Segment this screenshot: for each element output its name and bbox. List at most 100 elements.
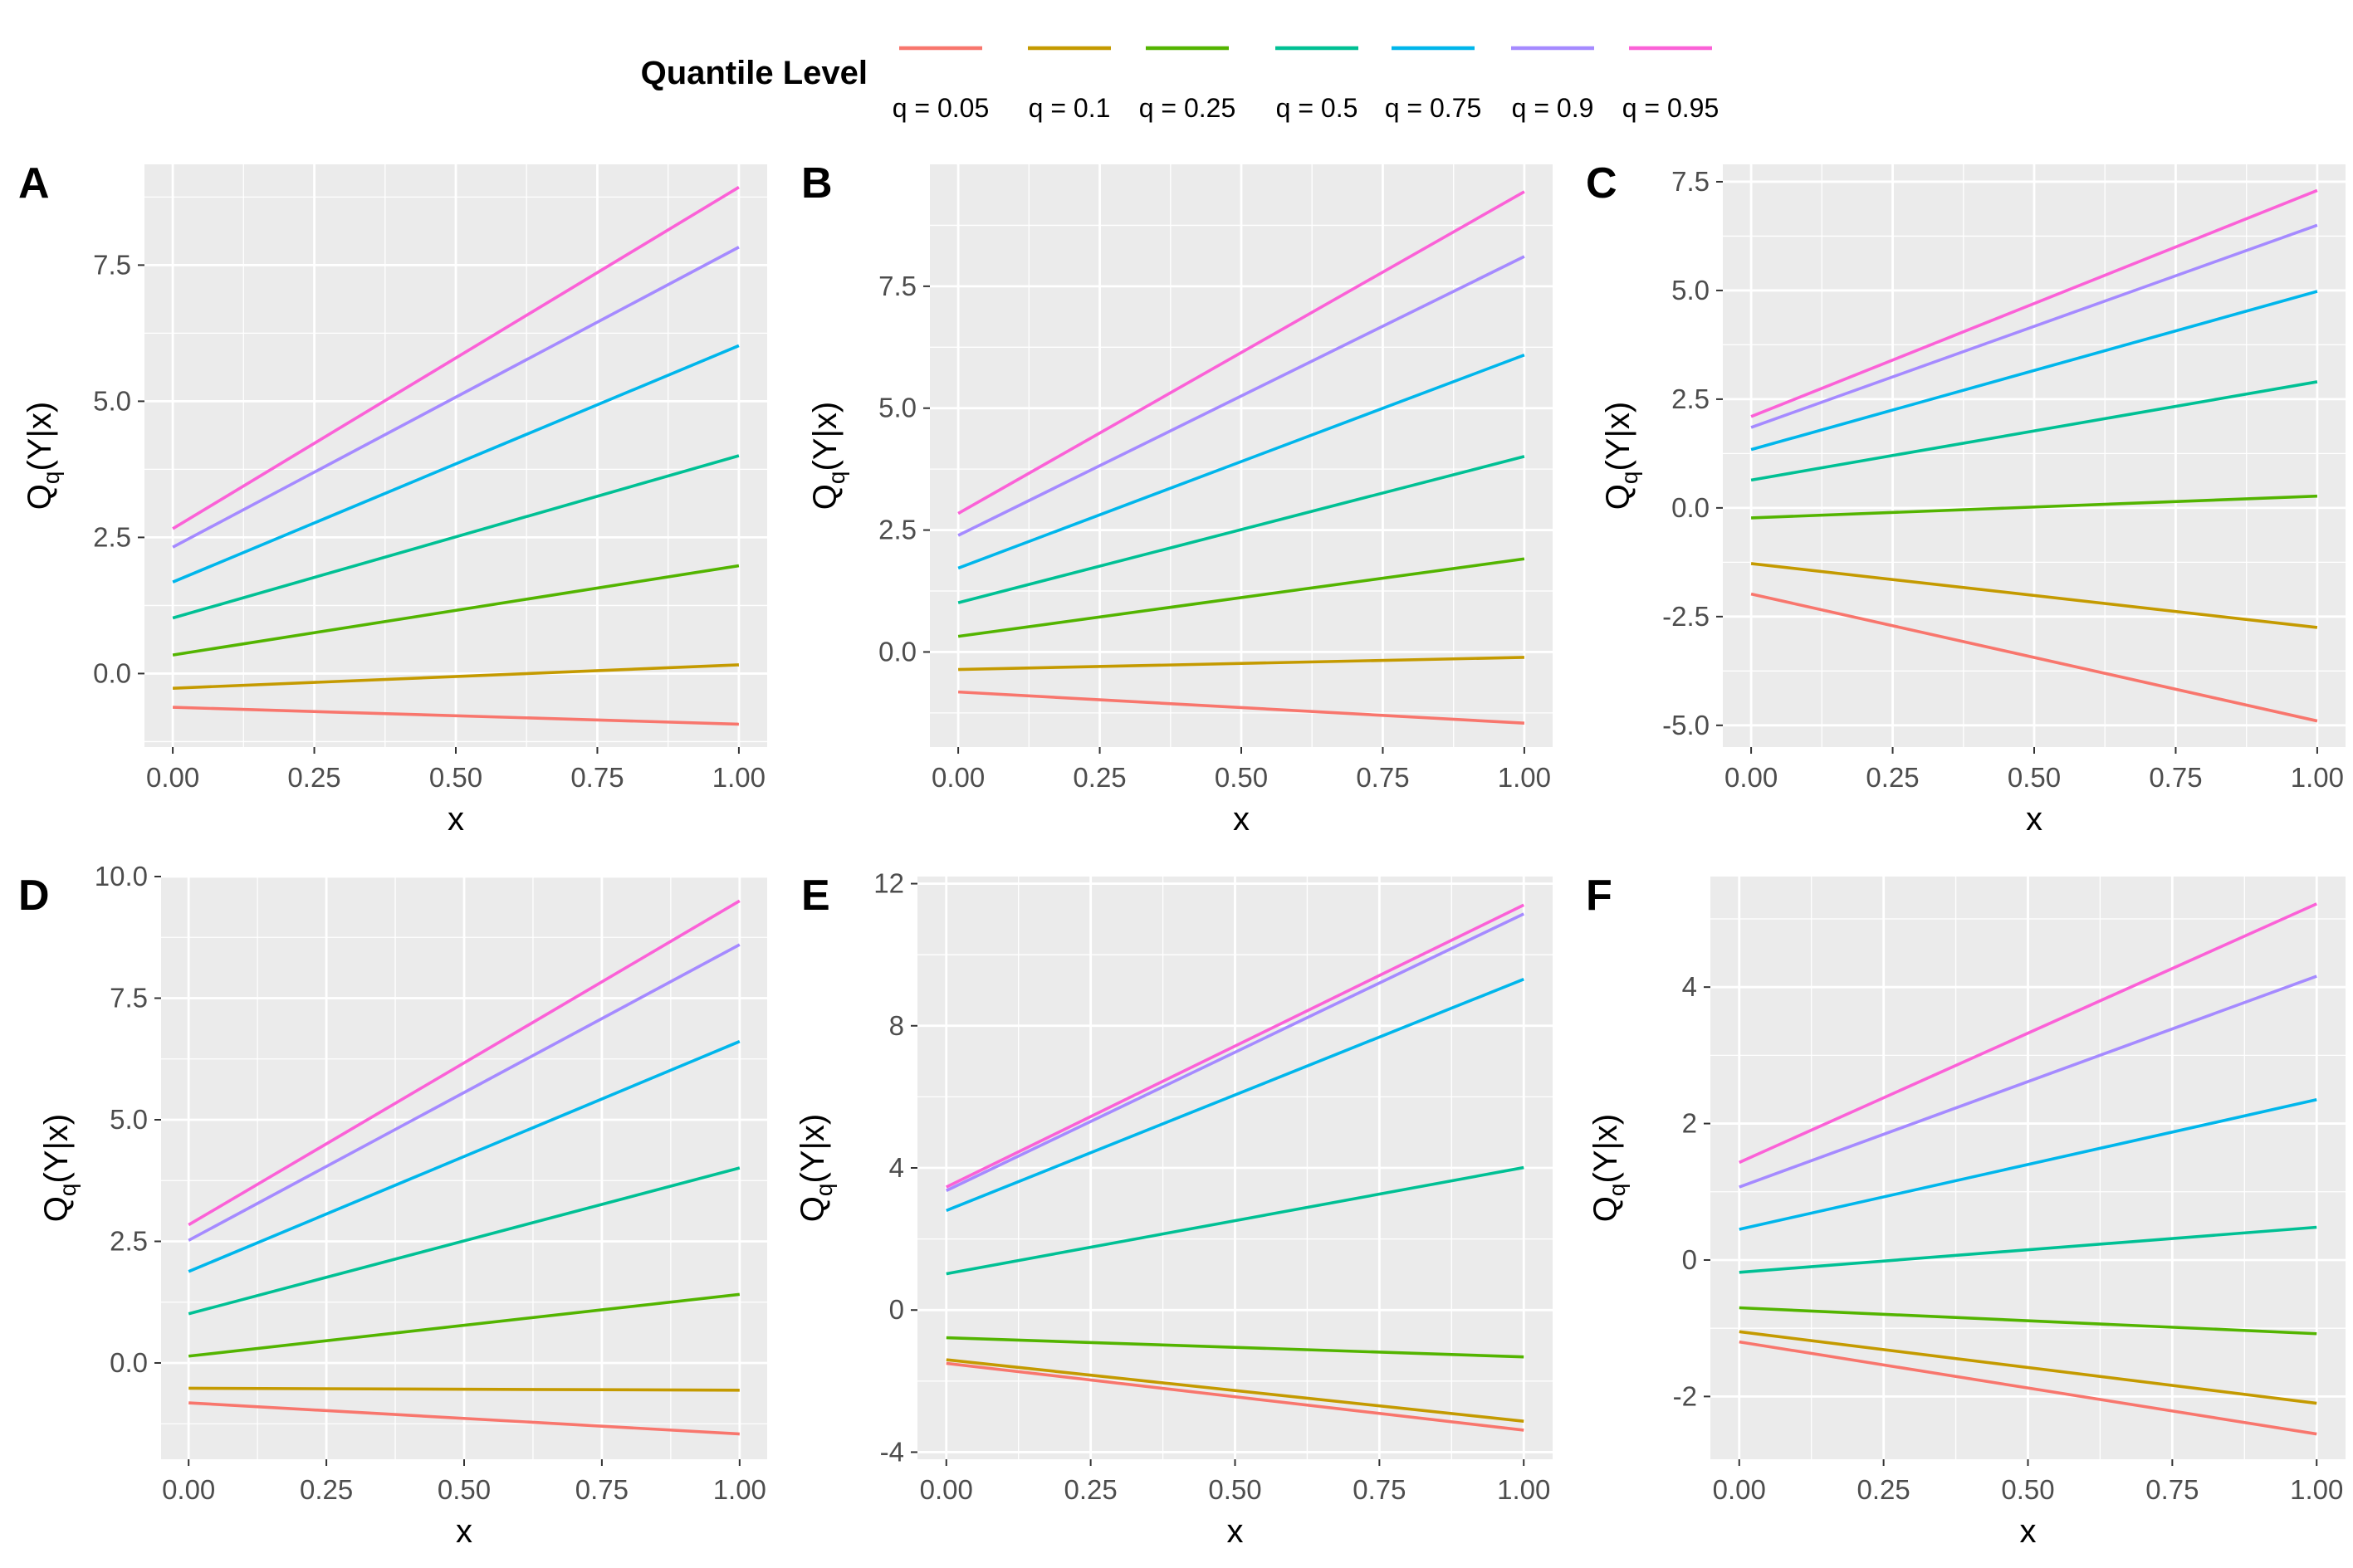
series-line: [946, 978, 1524, 1213]
y-tick-label: 0.0: [1671, 492, 1710, 523]
series-line: [957, 255, 1525, 537]
series-line: [946, 1165, 1524, 1276]
legend-entry: q = 0.9: [1511, 46, 1594, 123]
legend-label: q = 0.95: [1622, 93, 1720, 123]
series-line: [188, 1401, 740, 1436]
x-axis-title: x: [456, 1513, 472, 1550]
y-axis-title-main: Q: [807, 484, 844, 510]
series-line: [172, 186, 740, 530]
y-axis-title-rest: (Y|x): [795, 1114, 831, 1184]
y-axis-title-main: Q: [1600, 484, 1636, 510]
series-line: [188, 899, 741, 1227]
y-axis-title: Qq(Y|x): [795, 1114, 837, 1222]
series-line: [946, 1358, 1524, 1423]
x-tick-label: 1.00: [2291, 762, 2344, 793]
x-tick-label: 0.75: [570, 762, 624, 793]
series-line: [173, 706, 739, 726]
panel-label: F: [1586, 872, 1612, 920]
y-axis-title-sub: q: [824, 471, 849, 485]
y-tick-label: -2.5: [1662, 601, 1710, 632]
legend-items: q = 0.05 q = 0.1 q = 0.25 q = 0.5 q = 0.75 q …: [893, 46, 1720, 123]
series-line: [957, 690, 1525, 725]
legend: Quantile Level q = 0.05 q = 0.1 q = 0.25 q …: [641, 46, 1720, 123]
x-tick-label: 0.00: [1713, 1474, 1766, 1505]
x-tick-label: 0.00: [932, 762, 985, 793]
panel-label: A: [18, 159, 50, 208]
y-axis-title-sub: q: [55, 1184, 81, 1197]
series-line: [1750, 188, 2318, 418]
series-line: [173, 663, 739, 690]
y-axis-title-rest: (Y|x): [1600, 402, 1636, 471]
legend-label: q = 0.5: [1276, 93, 1358, 123]
series-line: [172, 246, 740, 549]
series-line: [946, 1336, 1524, 1359]
y-tick-label: 5.0: [1671, 275, 1710, 305]
panels: 0.02.55.07.50.00 0.25 0.50 0.75 1.00AxQq(Y|x…: [18, 159, 2346, 1550]
y-tick-label: 2.5: [110, 1225, 148, 1256]
x-tick-label: 0.75: [575, 1474, 629, 1505]
x-axis-title: x: [2026, 801, 2042, 838]
y-axis-title-rest: (Y|x): [807, 402, 844, 471]
x-tick-label: 0.50: [2001, 1474, 2054, 1505]
series-line: [1739, 1225, 2317, 1274]
series-line: [1739, 975, 2317, 1189]
series-line: [1739, 1306, 2317, 1336]
y-tick-label: 5.0: [110, 1104, 148, 1135]
series-line: [188, 1166, 741, 1316]
y-tick-label: 0: [889, 1294, 904, 1325]
x-tick-label: 0.25: [1857, 1474, 1910, 1505]
series-line: [1739, 902, 2317, 1165]
y-tick-label: 5.0: [878, 393, 917, 423]
series-line: [1750, 562, 2318, 629]
y-axis-title: Qq(Y|x): [1587, 1114, 1630, 1222]
x-tick-label: 0.50: [429, 762, 482, 793]
panel-label: E: [801, 872, 830, 920]
panel-b: 0.0 2.5 5.0 7.5 0.00 0.25 0.50 0.75 1.00 Bx Qq(Y|x…: [801, 159, 1553, 838]
y-axis-title-main: Q: [38, 1196, 75, 1222]
series-line: [188, 1292, 741, 1358]
legend-label: q = 0.25: [1139, 93, 1236, 123]
x-tick-label: 0.50: [2008, 762, 2061, 793]
x-tick-label: 0.75: [1356, 762, 1409, 793]
panel-d: 0.0 2.5 5.0 7.5 10.0 0.00 0.25 0.50 0.75 1.00 Dx Qq…: [18, 861, 767, 1550]
series-line: [1739, 1340, 2317, 1436]
x-tick-label: 0.25: [1064, 1474, 1118, 1505]
x-axis-title: x: [448, 801, 464, 838]
x-axis-title: x: [1227, 1513, 1244, 1550]
series-line: [172, 564, 740, 657]
legend-label: q = 0.1: [1029, 93, 1111, 123]
series-line: [957, 190, 1525, 515]
series-line: [172, 344, 740, 584]
y-axis-title: Qq(Y|x): [38, 1114, 81, 1222]
legend-label: q = 0.75: [1385, 93, 1482, 123]
x-axis-title: x: [1233, 801, 1250, 838]
legend-entry: q = 0.25: [1139, 46, 1236, 123]
series-line: [1750, 223, 2318, 429]
legend-entry: q = 0.75: [1385, 46, 1482, 123]
legend-label: q = 0.05: [893, 93, 990, 123]
y-axis-title-rest: (Y|x): [38, 1114, 75, 1184]
y-tick-label: 8: [889, 1010, 904, 1041]
legend-label: q = 0.9: [1512, 93, 1594, 123]
legend-title: Quantile Level: [641, 55, 868, 91]
x-tick-label: 0.00: [162, 1474, 215, 1505]
y-tick-label: 2: [1682, 1108, 1697, 1139]
y-tick-label: 4: [1682, 971, 1697, 1002]
series-line: [188, 1386, 740, 1392]
y-tick-label: 2.5: [1671, 383, 1710, 414]
series-line: [1750, 380, 2318, 482]
y-axis-title: Qq(Y|x): [1600, 402, 1642, 510]
y-tick-label: 7.5: [878, 271, 917, 301]
panel-f: -2 0 2 4 0.00 0.25 0.50 0.75 1.00 Fx Qq(Y|x): [1586, 872, 2346, 1550]
panel-label: B: [801, 159, 833, 208]
y-tick-label: 7.5: [93, 249, 131, 280]
x-tick-label: 1.00: [1498, 762, 1551, 793]
panel-label: D: [18, 872, 50, 920]
panel-e: -4 0 4 8 12 0.00 0.25 0.50 0.75 1.00 Ex Qq(Y|x): [795, 868, 1553, 1550]
y-axis-title-rest: (Y|x): [1587, 1114, 1624, 1184]
x-tick-label: 0.25: [1866, 762, 1919, 793]
series-line: [1751, 494, 2317, 520]
y-axis-title: Qq(Y|x): [22, 402, 64, 510]
y-tick-label: 0.0: [110, 1347, 148, 1378]
